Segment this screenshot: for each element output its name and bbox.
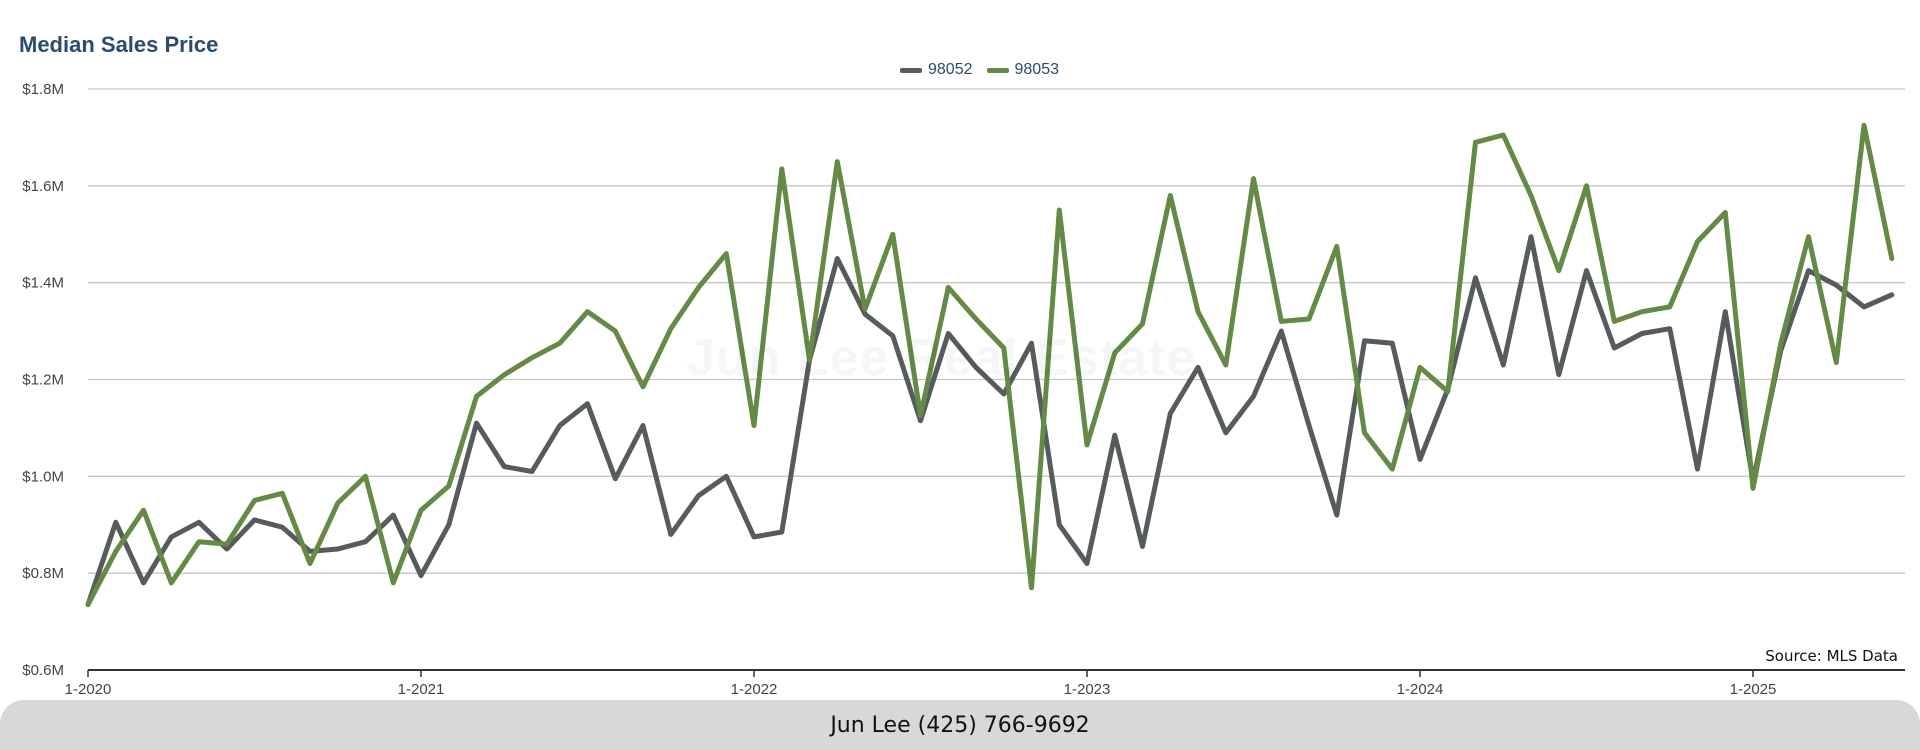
legend-swatch-98052: [900, 67, 922, 73]
y-tick-label: $1.6M: [22, 178, 64, 195]
y-tick-label: $1.4M: [22, 275, 64, 292]
grid-layer: [88, 88, 1905, 574]
y-tick-label: $1.8M: [22, 81, 64, 98]
y-tick-label: $1.2M: [22, 372, 64, 389]
x-tick-label: 1-2022: [731, 681, 778, 698]
watermark-text: Jun Lee Real Estate: [686, 328, 1196, 388]
footer-bar: Jun Lee (425) 766-9692: [0, 700, 1920, 750]
chart-title: Median Sales Price: [19, 32, 219, 57]
series-layer: [85, 122, 1895, 608]
chart-legend: 98052 98053: [900, 61, 1059, 79]
legend-label-98052: 98052: [928, 61, 973, 78]
legend-item-98052[interactable]: 98052: [900, 61, 973, 79]
y-tick-label: $0.6M: [22, 662, 64, 679]
y-tick-label: $0.8M: [22, 565, 64, 582]
y-tick-label: $1.0M: [22, 468, 64, 485]
x-tick-label: 1-2020: [65, 681, 112, 698]
x-tick-label: 1-2021: [398, 681, 445, 698]
x-tick-label: 1-2023: [1064, 681, 1111, 698]
legend-label-98053: 98053: [1014, 61, 1060, 78]
footer-contact: Jun Lee (425) 766-9692: [830, 712, 1090, 738]
series-line-98052[interactable]: [85, 234, 1895, 608]
series-line-98053[interactable]: [85, 122, 1895, 608]
legend-swatch-98053: [986, 67, 1009, 73]
axis-layer: $0.6M $0.8M $1.0M $1.2M $1.4M $1.6M $1.8M 1-202…: [22, 81, 1905, 698]
legend-item-98053[interactable]: 98053: [986, 61, 1060, 79]
x-tick-label: 1-2025: [1730, 681, 1777, 698]
line-chart: $0.6M $0.8M $1.0M $1.2M $1.4M $1.6M $1.8M 1-202…: [22, 81, 1905, 698]
x-tick-label: 1-2024: [1397, 681, 1444, 698]
source-note: Source: MLS Data: [1765, 647, 1898, 665]
